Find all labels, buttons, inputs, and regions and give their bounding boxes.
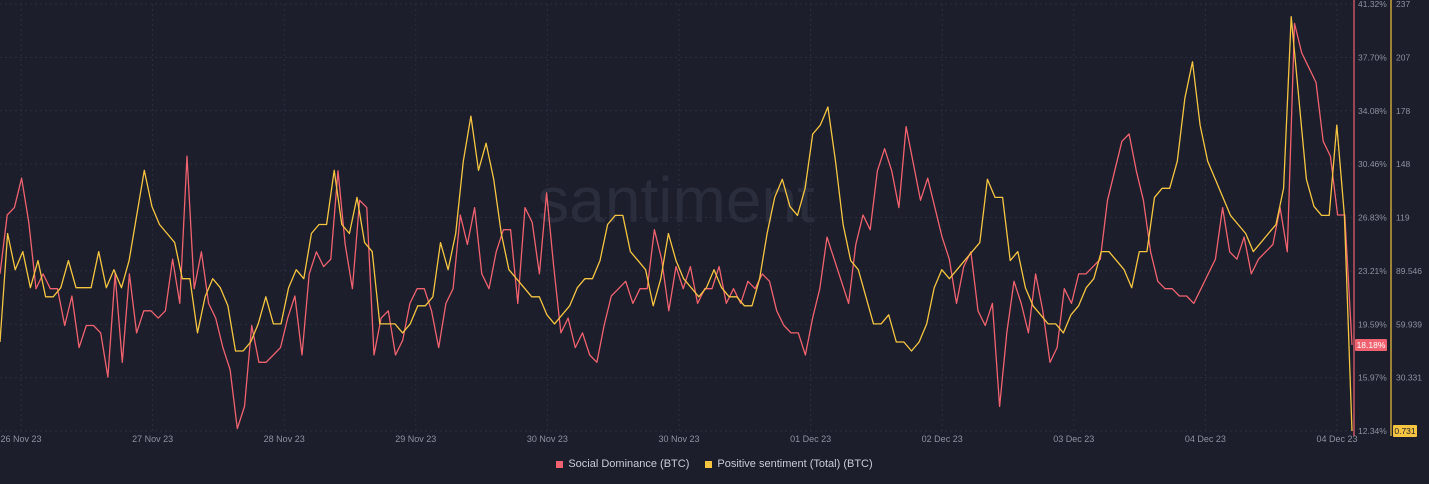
legend-label: Positive sentiment (Total) (BTC) [717, 458, 873, 470]
x-tick-label: 28 Nov 23 [264, 434, 305, 444]
last-value-label-right: 0.731 [1394, 426, 1416, 436]
last-value-label-left: 18.18% [1357, 340, 1386, 350]
left-tick-label: 37.70% [1358, 52, 1387, 62]
last-value-tag-right [1393, 425, 1417, 437]
right-tick-label: 207 [1396, 52, 1410, 62]
left-tick-label: 19.59% [1358, 319, 1387, 329]
grid [0, 3, 1352, 432]
legend-swatch [556, 460, 564, 468]
left-tick-label: 41.32% [1358, 0, 1387, 9]
x-tick-label: 04 Dec 23 [1316, 434, 1357, 444]
series-layer [0, 16, 1353, 432]
left-tick-label: 12.34% [1358, 426, 1387, 436]
series-line-positive-sentiment [0, 16, 1353, 432]
legend-item-positive-sentiment[interactable]: Positive sentiment (Total) (BTC) [705, 458, 873, 470]
left-tick-label: 23.21% [1358, 266, 1387, 276]
right-tick-label: 178 [1396, 106, 1410, 116]
watermark-text: santiment [537, 164, 815, 236]
right-tick-label: 119 [1396, 213, 1410, 223]
legend-label: Social Dominance (BTC) [568, 458, 690, 470]
x-tick-label: 30 Nov 23 [527, 434, 568, 444]
x-tick-label: 01 Dec 23 [790, 434, 831, 444]
x-tick-label: 29 Nov 23 [395, 434, 436, 444]
right-tick-label: 237 [1396, 0, 1410, 9]
x-tick-label: 26 Nov 23 [0, 434, 41, 444]
left-tick-label: 30.46% [1358, 159, 1387, 169]
right-tick-label: 89.546 [1396, 266, 1422, 276]
right-tick-label: 30.331 [1396, 373, 1422, 383]
x-tick-label: 03 Dec 23 [1053, 434, 1094, 444]
right-tick-label: 59.939 [1396, 319, 1422, 329]
left-tick-label: 34.08% [1358, 106, 1387, 116]
axes: 26 Nov 23 27 Nov 23 28 Nov 23 29 Nov 23 30 N… [0, 0, 1422, 444]
last-value-tag-left [1355, 338, 1387, 351]
legend-swatch [705, 460, 713, 468]
left-tick-label: 15.97% [1358, 373, 1387, 383]
legend: Social Dominance (BTC) Positive sentimen… [0, 458, 1429, 470]
left-tick-label: 26.83% [1358, 213, 1387, 223]
series-line-social-dominance [0, 22, 1353, 430]
right-tick-label: 148 [1396, 159, 1410, 169]
legend-item-social-dominance[interactable]: Social Dominance (BTC) [556, 458, 689, 470]
x-tick-label: 30 Nov 23 [658, 434, 699, 444]
x-tick-label: 02 Dec 23 [922, 434, 963, 444]
x-tick-label: 04 Dec 23 [1185, 434, 1226, 444]
x-tick-label: 27 Nov 23 [132, 434, 173, 444]
